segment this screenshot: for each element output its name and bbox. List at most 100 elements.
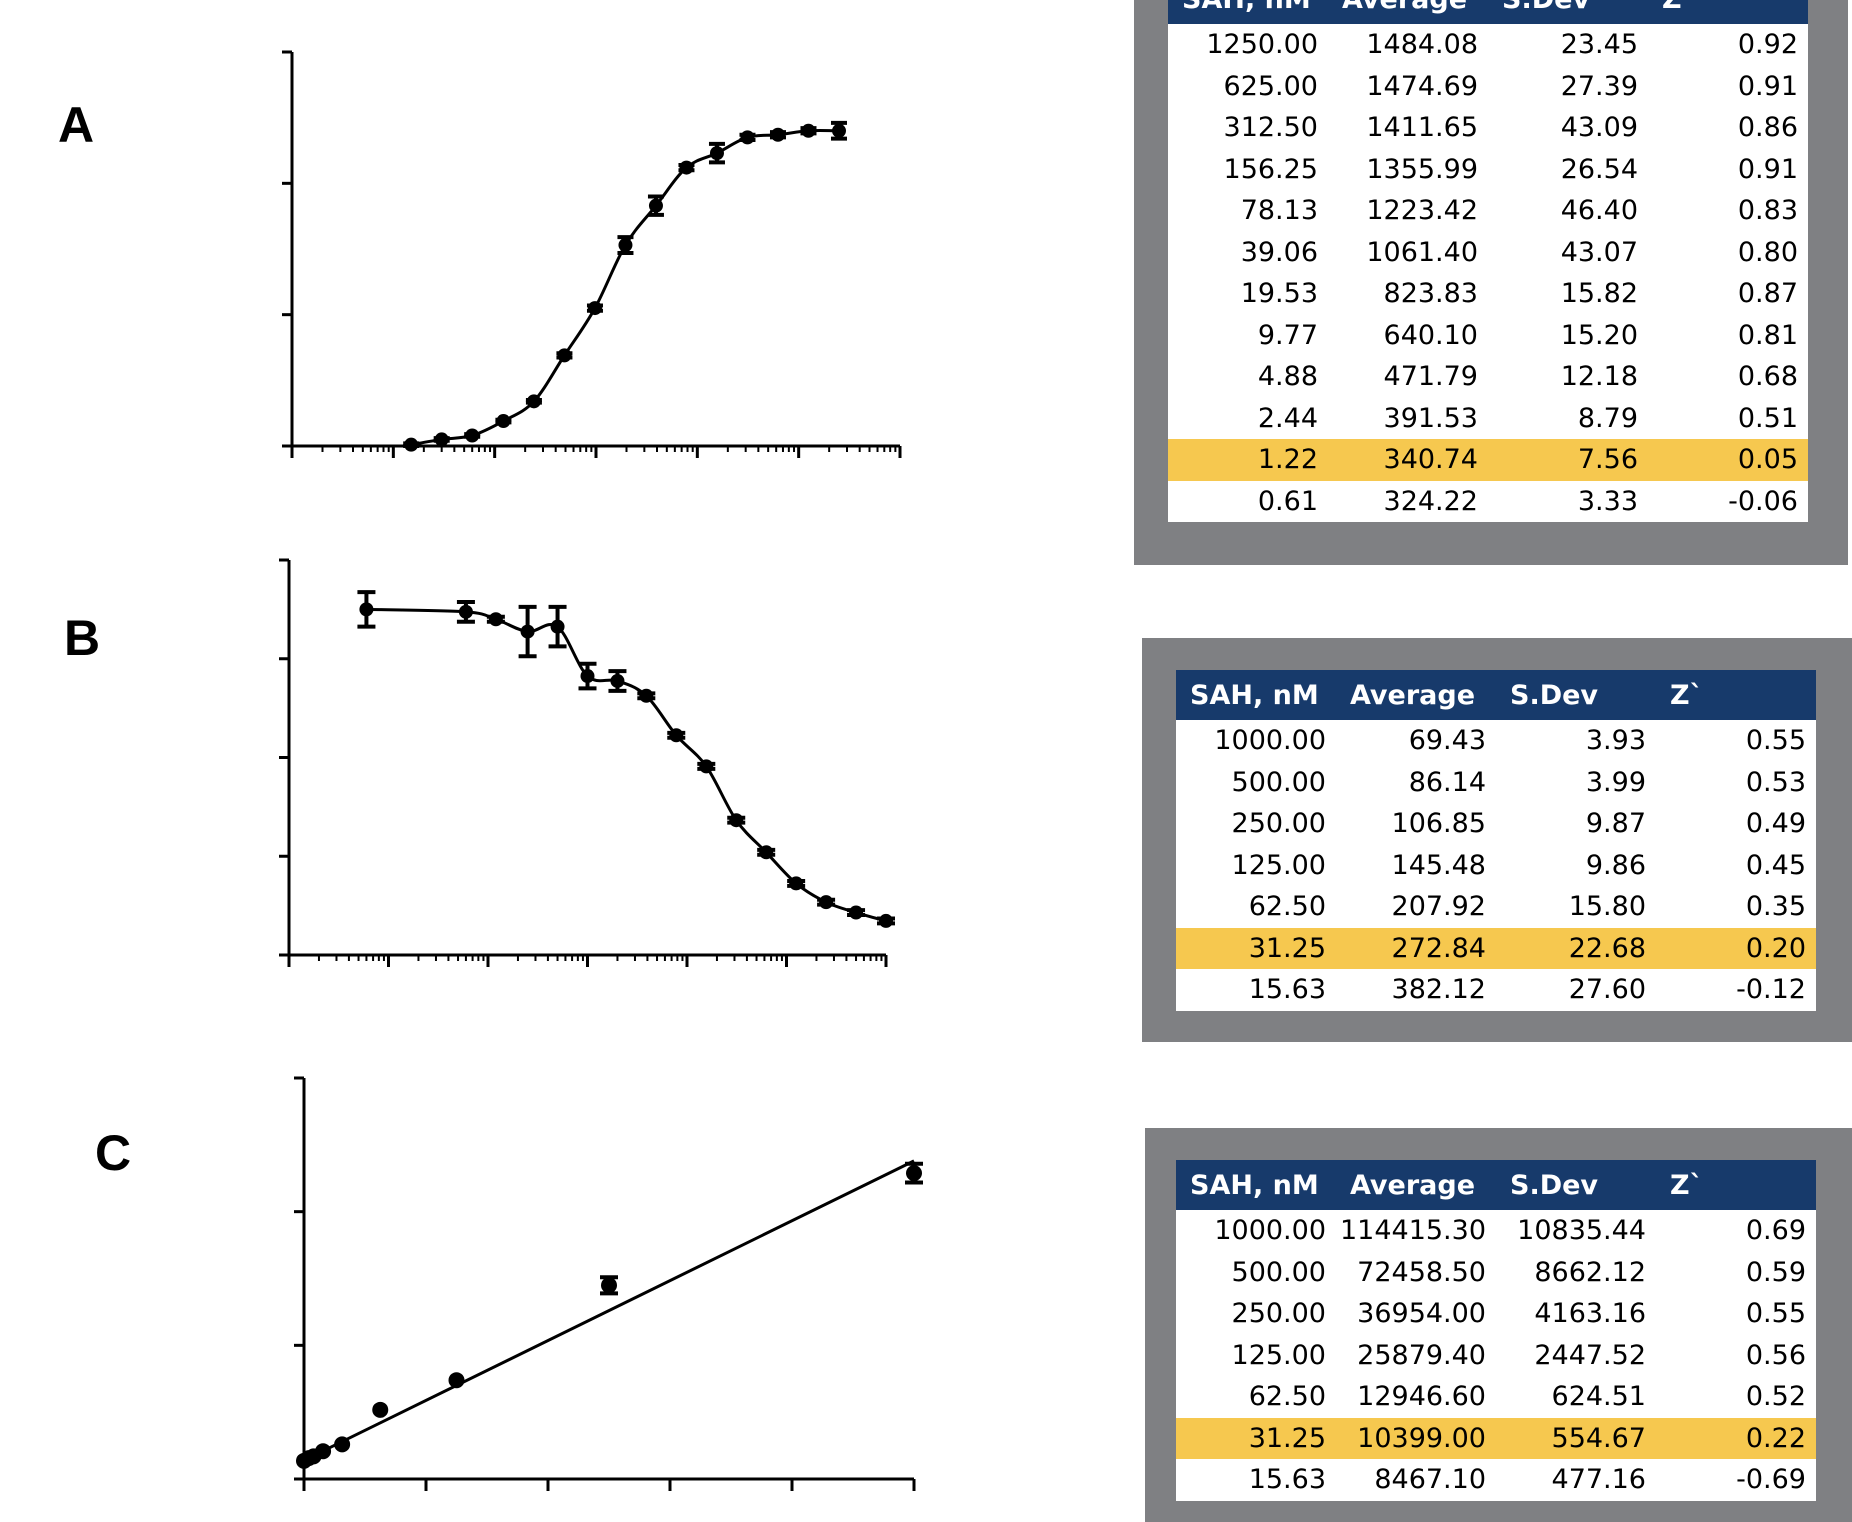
data-point xyxy=(669,728,684,743)
table-cell: 0.86 xyxy=(1648,107,1808,149)
table-cell: 0.87 xyxy=(1648,273,1808,315)
data-point xyxy=(448,1372,465,1389)
table-cell: 1000.00 xyxy=(1176,720,1336,762)
data-point xyxy=(580,669,595,684)
data-point xyxy=(610,673,625,688)
table-cell: -0.69 xyxy=(1656,1459,1816,1501)
table-cell: 125.00 xyxy=(1176,844,1336,886)
column-header: SAH, nM xyxy=(1176,1160,1336,1210)
table-cell: 1061.40 xyxy=(1328,231,1488,273)
column-header: Average xyxy=(1336,670,1496,720)
table-row: 500.00 86.14 3.99 0.53 xyxy=(1176,761,1816,803)
panel-label-b: B xyxy=(64,610,100,666)
table-cell: 62.50 xyxy=(1176,1376,1336,1418)
chart-b xyxy=(279,558,895,967)
table-cell: 156.25 xyxy=(1168,148,1328,190)
data-point xyxy=(601,1277,617,1294)
table-cell: 1355.99 xyxy=(1328,148,1488,190)
table-cell: 0.56 xyxy=(1656,1334,1816,1376)
table-cell: 10399.00 xyxy=(1336,1417,1496,1459)
data-point xyxy=(465,428,480,443)
table-cell: 27.39 xyxy=(1488,65,1648,107)
data-point xyxy=(699,759,714,774)
table-cell: 0.61 xyxy=(1168,480,1328,522)
table-cell: 1474.69 xyxy=(1328,65,1488,107)
data-point xyxy=(488,612,503,627)
column-header: Average xyxy=(1328,0,1488,24)
data-point xyxy=(679,160,694,175)
table-cell: 207.92 xyxy=(1336,886,1496,928)
column-header: SAH, nM xyxy=(1168,0,1328,24)
table-cell: 3.93 xyxy=(1496,720,1656,762)
table-cell: 43.07 xyxy=(1488,231,1648,273)
table-cell: 382.12 xyxy=(1336,969,1496,1011)
table-cell: 7.56 xyxy=(1488,439,1648,481)
table-cell: -0.06 xyxy=(1648,480,1808,522)
table-cell: 8.79 xyxy=(1488,397,1648,439)
table-cell: 340.74 xyxy=(1328,439,1488,481)
table-cell: 69.43 xyxy=(1336,720,1496,762)
table-cell: 471.79 xyxy=(1328,356,1488,398)
table-cell: 0.68 xyxy=(1648,356,1808,398)
table-cell: 31.25 xyxy=(1176,927,1336,969)
data-point xyxy=(458,604,473,619)
table-cell: 0.59 xyxy=(1656,1251,1816,1293)
table-cell: 9.87 xyxy=(1496,803,1656,845)
table-cell: 114415.30 xyxy=(1336,1210,1496,1252)
table-cell: 19.53 xyxy=(1168,273,1328,315)
data-point xyxy=(801,123,816,138)
table-cell: 625.00 xyxy=(1168,65,1328,107)
table-cell: 15.63 xyxy=(1176,1459,1336,1501)
table-row: 312.50 1411.65 43.09 0.86 xyxy=(1168,107,1808,149)
table-cell: 4.88 xyxy=(1168,356,1328,398)
table-row: 1250.00 1484.08 23.45 0.92 xyxy=(1168,24,1808,66)
data-point xyxy=(648,198,663,213)
table-cell: 2447.52 xyxy=(1496,1334,1656,1376)
table-row: 39.06 1061.40 43.07 0.80 xyxy=(1168,231,1808,273)
column-header: Z` xyxy=(1656,1160,1816,1210)
table-row: 78.13 1223.42 46.40 0.83 xyxy=(1168,190,1808,232)
table-cell: 27.60 xyxy=(1496,969,1656,1011)
table-row: 250.00 36954.00 4163.16 0.55 xyxy=(1176,1293,1816,1335)
table-cell: 640.10 xyxy=(1328,314,1488,356)
table-cell: 1000.00 xyxy=(1176,1210,1336,1252)
table-row: 62.50 12946.60 624.51 0.52 xyxy=(1176,1376,1816,1418)
table-cell: 0.91 xyxy=(1648,148,1808,190)
table-cell: 0.55 xyxy=(1656,720,1816,762)
table-cell: 8662.12 xyxy=(1496,1251,1656,1293)
data-point xyxy=(587,301,602,316)
data-point xyxy=(789,876,804,891)
table-cell: 1484.08 xyxy=(1328,24,1488,66)
data-point xyxy=(404,437,419,452)
table-row: 1.22 340.74 7.56 0.05 xyxy=(1168,439,1808,481)
data-point xyxy=(434,432,449,447)
data-point xyxy=(550,619,565,634)
table-cell: 0.83 xyxy=(1648,190,1808,232)
table-cell: 78.13 xyxy=(1168,190,1328,232)
table-cell: 4163.16 xyxy=(1496,1293,1656,1335)
data-point xyxy=(520,624,535,639)
column-header: Z` xyxy=(1656,670,1816,720)
panel-label-c: C xyxy=(95,1125,131,1181)
table-row: 625.00 1474.69 27.39 0.91 xyxy=(1168,65,1808,107)
table-row: 31.25 10399.00 554.67 0.22 xyxy=(1176,1417,1816,1459)
table-cell: 250.00 xyxy=(1176,803,1336,845)
column-header: S.Dev xyxy=(1488,0,1648,24)
chart-a xyxy=(282,50,902,458)
table-row: 156.25 1355.99 26.54 0.91 xyxy=(1168,148,1808,190)
table-cell: 0.52 xyxy=(1656,1376,1816,1418)
data-point xyxy=(831,123,846,138)
table-cell: 36954.00 xyxy=(1336,1293,1496,1335)
fit-curve xyxy=(410,129,839,447)
table-cell: 0.49 xyxy=(1656,803,1816,845)
data-point xyxy=(709,146,724,161)
table-cell: 3.33 xyxy=(1488,480,1648,522)
table-cell: 23.45 xyxy=(1488,24,1648,66)
table-row: 4.88 471.79 12.18 0.68 xyxy=(1168,356,1808,398)
table-cell: 25879.40 xyxy=(1336,1334,1496,1376)
panel-label-a: A xyxy=(58,97,94,153)
table-cell: 9.77 xyxy=(1168,314,1328,356)
column-header: S.Dev xyxy=(1496,1160,1656,1210)
table-cell: 0.35 xyxy=(1656,886,1816,928)
